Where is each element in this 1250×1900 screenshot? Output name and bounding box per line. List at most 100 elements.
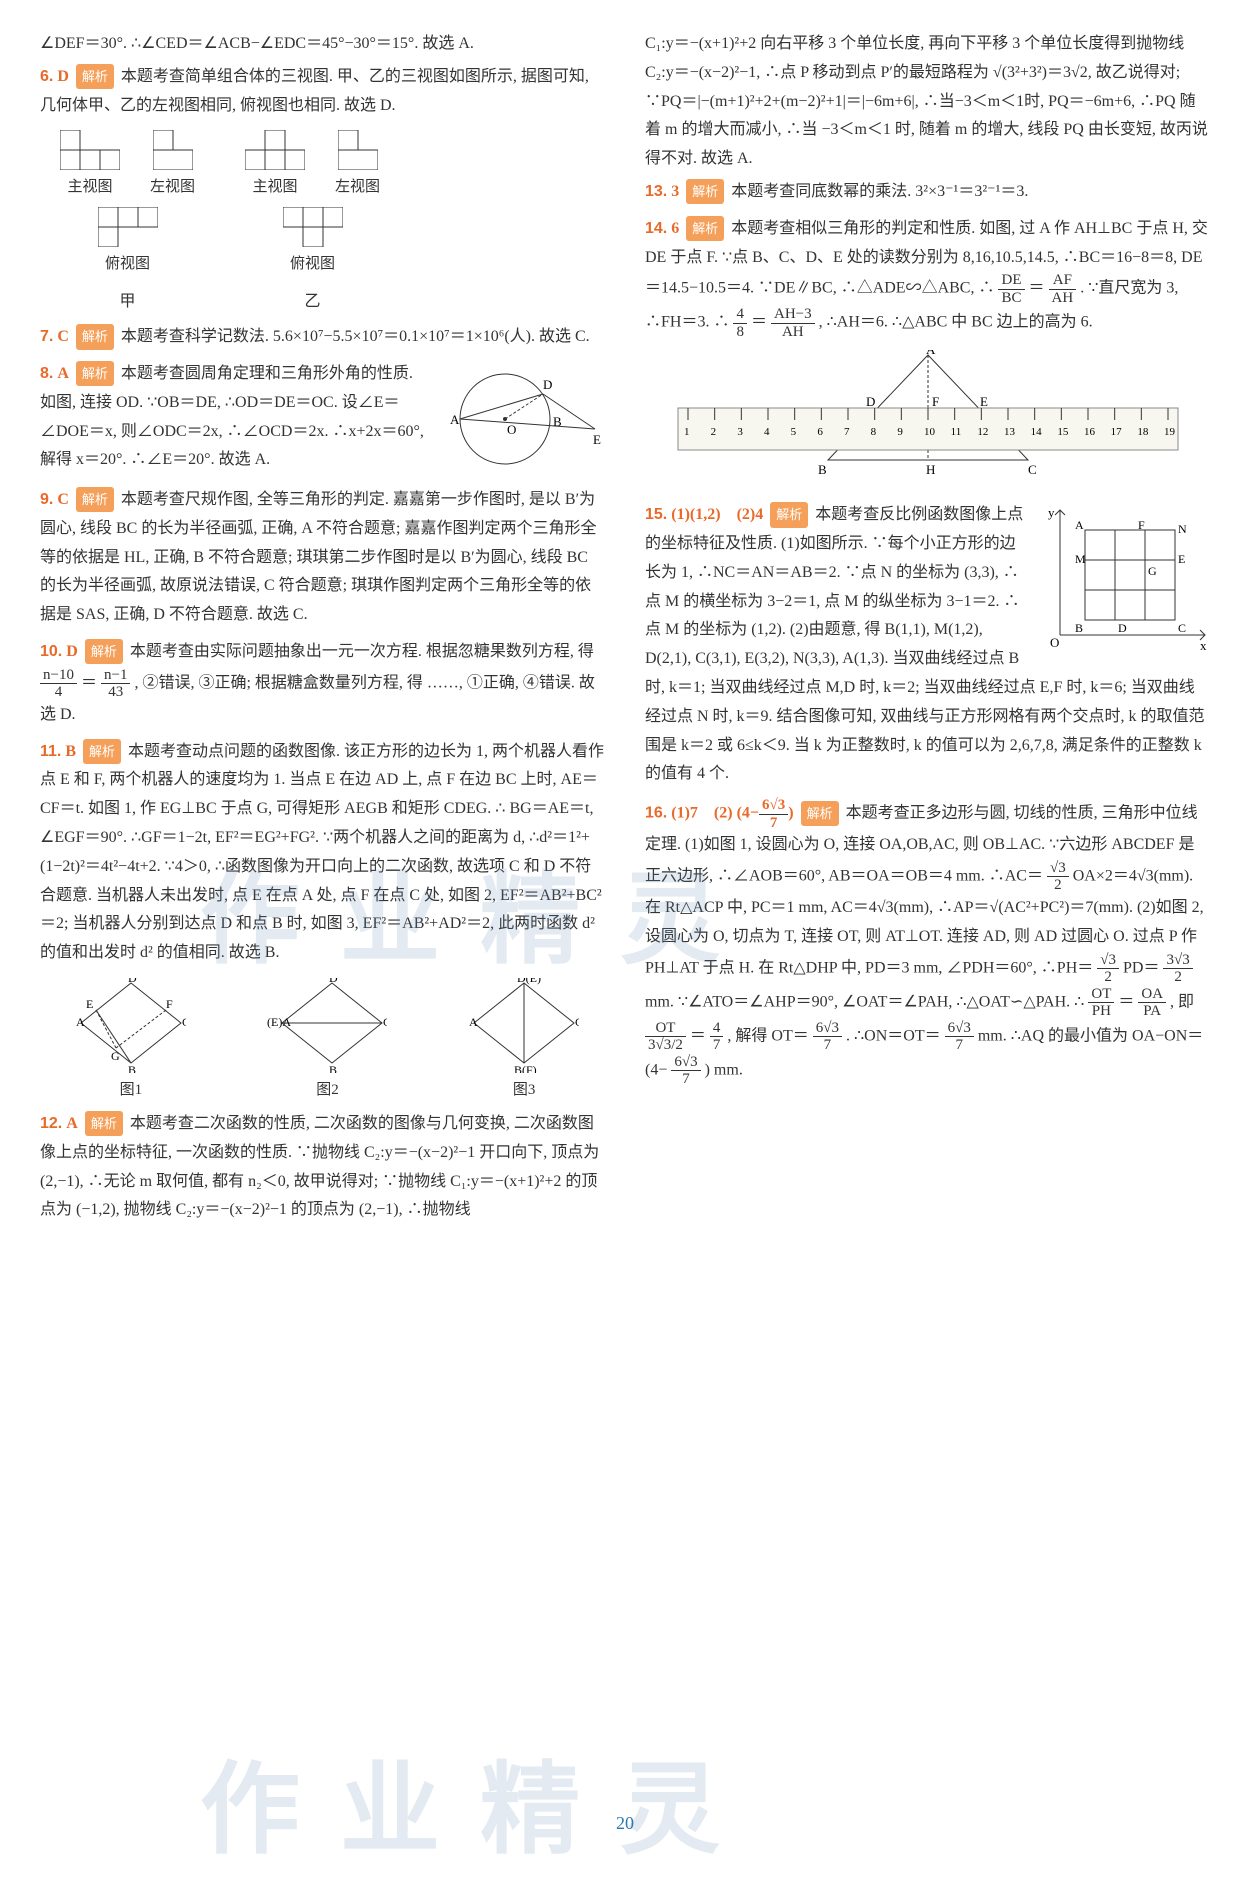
svg-text:D: D <box>866 394 875 409</box>
tag-label: 解析 <box>686 179 724 204</box>
tag-label: 解析 <box>85 1111 123 1136</box>
grid-figure: O x y A F N M G E B D C <box>1040 505 1210 655</box>
answer-p2-pre: (4− <box>737 805 759 822</box>
svg-text:C: C <box>1028 462 1037 477</box>
watermark: 作业精灵 <box>200 1720 760 1900</box>
question-number: 14. <box>645 220 667 237</box>
answer: A <box>57 365 69 382</box>
question-number: 10. <box>40 643 62 660</box>
mid: ＝ <box>81 674 97 691</box>
svg-text:4: 4 <box>764 426 770 438</box>
view-label: 俯视图 <box>290 251 335 278</box>
view-label: 主视图 <box>67 174 112 201</box>
t3: PD＝ <box>1123 959 1159 976</box>
svg-text:14: 14 <box>1030 426 1042 438</box>
svg-text:D: D <box>543 377 552 392</box>
right-column: C₁:y＝−(x+1)²+2 向右平移 3 个单位长度, 再向下平移 3 个单位… <box>645 30 1210 1233</box>
left-column: ∠DEF＝30°. ∴∠CED＝∠ACB−∠EDC＝45°−30°＝15°. 故… <box>40 30 605 1233</box>
svg-text:F: F <box>166 997 173 1011</box>
fraction: √32 <box>1047 860 1069 894</box>
t6: , 即 <box>1170 993 1194 1010</box>
page-number: 20 <box>616 1807 634 1839</box>
q13: 13. 3 解析 本题考查同底数幂的乘法. 3²×3⁻¹＝3²⁻¹＝3. <box>645 178 1210 207</box>
fraction: 6√37 <box>813 1020 842 1054</box>
mid: ＝ <box>1029 280 1045 297</box>
explanation: 本题考查动点问题的函数图像. 该正方形的边长为 1, 两个机器人看作点 E 和 … <box>40 743 604 962</box>
svg-text:6: 6 <box>817 426 823 438</box>
question-number: 16. <box>645 805 667 822</box>
rhombus-3: D(E) A C B(F) <box>469 978 579 1073</box>
set-label-a: 甲 <box>120 288 136 317</box>
answer: B <box>65 743 76 760</box>
q8: A O D E B 8. A 解析 本题考查圆周角定理和三角形外角的性质. 如图… <box>40 360 605 478</box>
question-number: 7. <box>40 328 53 345</box>
svg-text:A: A <box>926 350 936 357</box>
question-number: 15. <box>645 506 667 523</box>
svg-text:3: 3 <box>737 426 743 438</box>
t7: ＝ <box>690 1027 706 1044</box>
answer-frac: 6√37 <box>759 797 788 831</box>
svg-text:E: E <box>1178 552 1185 566</box>
view-set-b: 主视图 左视图 俯视 <box>245 130 380 317</box>
question-number: 13. <box>645 183 667 200</box>
answer: 6 <box>671 220 679 237</box>
fraction: 47 <box>710 1020 724 1054</box>
t8: , 解得 OT＝ <box>727 1027 808 1044</box>
svg-text:A: A <box>76 1015 85 1029</box>
t9: . ∴ON＝OT＝ <box>846 1027 941 1044</box>
svg-text:7: 7 <box>844 426 850 438</box>
shape-top-a <box>98 207 158 247</box>
q6: 6. D 解析 本题考查简单组合体的三视图. 甲、乙的三视图如图所示, 据图可知… <box>40 63 605 121</box>
svg-text:H: H <box>926 462 935 477</box>
three-view-figures: 主视图 左视图 俯视 <box>60 130 605 317</box>
shape-left-b <box>338 130 378 170</box>
shape-main-a <box>60 130 120 170</box>
fraction: OAPA <box>1138 986 1166 1020</box>
q12-continued: C₁:y＝−(x+1)²+2 向右平移 3 个单位长度, 再向下平移 3 个单位… <box>645 30 1210 174</box>
view-label: 主视图 <box>253 174 298 201</box>
svg-text:B: B <box>553 414 562 429</box>
q15: O x y A F N M G E B D C 15. (1)(1,2) (2)… <box>645 501 1210 789</box>
fig-label: 图3 <box>513 1077 536 1104</box>
svg-text:D(E): D(E) <box>517 978 541 985</box>
svg-text:C(F): C(F) <box>383 1015 387 1029</box>
explanation: 本题考查二次函数的性质, 二次函数的图像与几何变换, 二次函数图像上点的坐标特征… <box>40 1115 599 1218</box>
ruler-figure: 12345678910111213141516171819 A D E F B … <box>645 350 1210 491</box>
svg-text:A: A <box>469 1015 478 1029</box>
explanation: 本题考查科学记数法. 5.6×10⁷−5.5×10⁷＝0.1×10⁷＝1×10⁶… <box>121 328 590 345</box>
fraction: 3√32 <box>1163 952 1192 986</box>
explanation-p1: 本题考查由实际问题抽象出一元一次方程. 根据忽糖果数列方程, 得 <box>130 643 594 660</box>
intro-text: ∠DEF＝30°. ∴∠CED＝∠ACB−∠EDC＝45°−30°＝15°. 故… <box>40 30 605 59</box>
svg-text:(E)A: (E)A <box>267 1015 291 1029</box>
tag-label: 解析 <box>85 639 123 664</box>
svg-text:O: O <box>507 422 516 437</box>
circle-figure: A O D E B <box>435 364 605 474</box>
svg-text:17: 17 <box>1110 426 1122 438</box>
page-columns: ∠DEF＝30°. ∴∠CED＝∠ACB−∠EDC＝45°−30°＝15°. 故… <box>40 30 1210 1233</box>
svg-text:G: G <box>1148 564 1157 578</box>
answer: D <box>57 68 69 85</box>
svg-text:B: B <box>329 1063 337 1073</box>
svg-text:19: 19 <box>1164 426 1176 438</box>
shape-top-b <box>283 207 343 247</box>
svg-text:N: N <box>1178 522 1187 536</box>
rhombus-figures: D A C B E F G 图1 (E)A D C(F) B <box>50 978 605 1104</box>
svg-text:18: 18 <box>1137 426 1149 438</box>
tag-label: 解析 <box>76 361 114 386</box>
svg-text:E: E <box>593 432 601 447</box>
svg-text:C: C <box>1178 621 1186 635</box>
svg-text:F: F <box>1138 518 1145 532</box>
svg-text:C: C <box>575 1015 579 1029</box>
q14: 14. 6 解析 本题考查相似三角形的判定和性质. 如图, 过 A 作 AH⊥B… <box>645 215 1210 341</box>
q16: 16. (1)7 (2) (4−6√37) 解析 本题考查正多边形与圆, 切线的… <box>645 797 1210 1087</box>
tag-label: 解析 <box>76 487 114 512</box>
tag-label: 解析 <box>801 801 839 826</box>
answer: D <box>66 643 78 660</box>
svg-text:B(F): B(F) <box>514 1063 537 1073</box>
svg-text:15: 15 <box>1057 426 1069 438</box>
svg-text:1: 1 <box>684 426 690 438</box>
fig-label: 图1 <box>120 1077 143 1104</box>
svg-text:2: 2 <box>710 426 716 438</box>
svg-text:16: 16 <box>1084 426 1096 438</box>
fraction: AH−3AH <box>771 306 815 340</box>
